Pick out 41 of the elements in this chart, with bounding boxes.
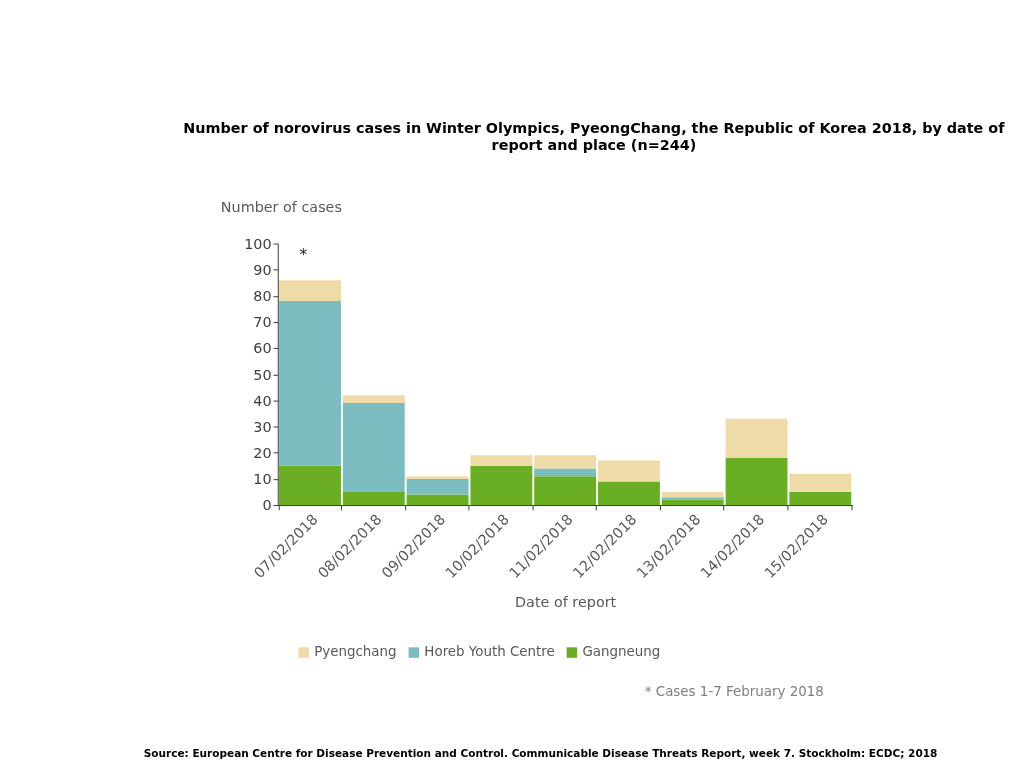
y-tick-label: 80 [253, 288, 272, 305]
legend-label: Pyengchang [314, 644, 397, 660]
bar [725, 457, 788, 506]
bar [342, 491, 405, 506]
bar [661, 491, 724, 498]
text: * Cases 1-7 February 2018 [644, 683, 824, 699]
bar [534, 455, 597, 469]
bar [789, 473, 852, 492]
annotation: * [299, 245, 308, 264]
bar [342, 403, 405, 492]
y-tick-label: 0 [262, 497, 272, 514]
y-tick-label: 10 [253, 471, 272, 488]
bar [406, 476, 469, 479]
bar [279, 301, 341, 466]
y-tick-label: 60 [253, 340, 272, 357]
y-axis-title: Number of cases [220, 199, 342, 216]
legend-label: Horeb Youth Centre [424, 644, 555, 660]
source-note: Source: European Centre for Disease Prevention and Control. Communicable Disease Threats Report, week 7. Stockholm: ECDC; 2018 [143, 746, 938, 759]
bar [406, 478, 469, 495]
bar [661, 499, 724, 506]
y-tick-label: 40 [253, 392, 272, 409]
y-tick-label: 20 [253, 445, 272, 462]
y-tick-label: 70 [253, 314, 272, 331]
bar [279, 465, 341, 506]
bar [279, 280, 341, 302]
y-tick-label: 100 [244, 235, 272, 252]
bar [661, 497, 724, 500]
chart-title: Number of norovirus cases in Winter Olympics, PyeongChang, the Republic of Korea 2018, by date of report and place (n=244) [183, 120, 1006, 153]
bar [789, 491, 852, 506]
bar [534, 476, 597, 506]
y-tick-label: 90 [253, 261, 272, 278]
bar [470, 455, 533, 466]
bar [725, 418, 788, 458]
bar [342, 395, 405, 404]
bar [534, 468, 597, 477]
legend-label: Gangneung [582, 644, 661, 660]
y-tick-label: 50 [253, 366, 272, 383]
x-axis-title: Date of report [515, 593, 617, 610]
bar [598, 481, 660, 506]
y-tick-label: 30 [253, 418, 272, 435]
bar [598, 460, 660, 482]
